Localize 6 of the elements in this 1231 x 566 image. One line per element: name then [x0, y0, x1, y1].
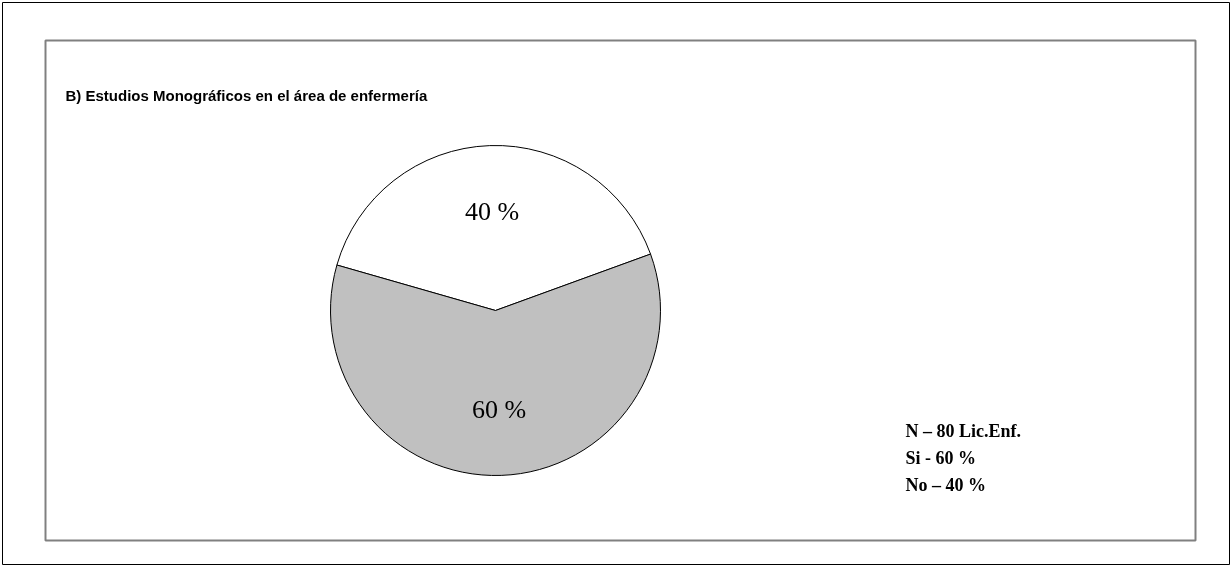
text: No – 40 % [905, 474, 986, 495]
text: N – 80 Lic.Enf. [905, 420, 1022, 441]
chart-title: B) Estudios Monográficos en el área de enfermería [65, 87, 428, 104]
text: Si - 60 % [905, 447, 977, 468]
data-label: 60 % [471, 394, 527, 424]
data-label: 40 % [464, 197, 520, 227]
